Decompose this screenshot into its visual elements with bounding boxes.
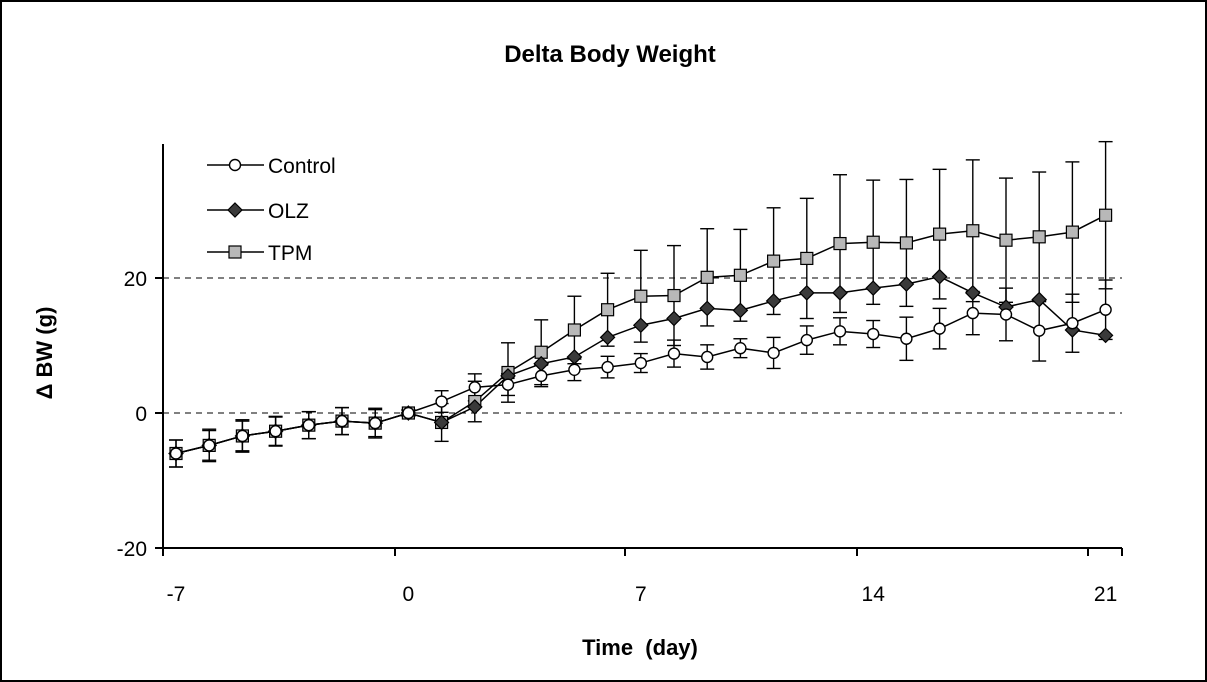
control-point: [237, 430, 248, 441]
x-tick-label: 7: [635, 583, 647, 606]
legend-marker-tpm: [229, 246, 241, 258]
tpm-point: [1033, 231, 1045, 243]
tpm-point: [900, 237, 912, 249]
control-point: [436, 396, 447, 407]
y-tick-label: -20: [117, 538, 147, 561]
control-point: [735, 343, 746, 354]
x-axis-label: Time (day): [582, 635, 698, 660]
control-point: [1034, 325, 1045, 336]
control-point: [602, 362, 613, 373]
x-tick-label: -7: [167, 583, 186, 606]
control-point: [1067, 318, 1078, 329]
y-tick-label: 0: [135, 403, 147, 426]
tpm-point: [834, 238, 846, 250]
legend-label-olz: OLZ: [268, 200, 309, 223]
control-point: [768, 347, 779, 358]
control-point: [171, 448, 182, 459]
x-tick-label: 0: [403, 583, 415, 606]
tpm-point: [602, 304, 614, 316]
tpm-point: [1000, 234, 1012, 246]
control-point: [967, 308, 978, 319]
tpm-point: [801, 252, 813, 264]
control-point: [303, 420, 314, 431]
x-tick-label: 21: [1094, 583, 1117, 606]
control-point: [1001, 309, 1012, 320]
control-point: [536, 370, 547, 381]
control-point: [569, 364, 580, 375]
control-point: [469, 382, 480, 393]
tpm-point: [867, 236, 879, 248]
control-point: [801, 335, 812, 346]
control-point: [901, 333, 912, 344]
control-point: [204, 440, 215, 451]
tpm-point: [734, 269, 746, 281]
control-point: [702, 351, 713, 362]
control-point: [934, 323, 945, 334]
tpm-point: [967, 225, 979, 237]
y-tick-label: 20: [124, 268, 147, 291]
control-point: [669, 348, 680, 359]
legend-label-tpm: TPM: [268, 242, 312, 265]
control-point: [868, 329, 879, 340]
control-point: [503, 379, 514, 390]
legend-marker-control: [230, 160, 241, 171]
control-point: [270, 426, 281, 437]
tpm-point: [568, 324, 580, 336]
legend-label-control: Control: [268, 155, 336, 178]
tpm-point: [768, 255, 780, 267]
tpm-point: [934, 228, 946, 240]
control-point: [835, 326, 846, 337]
y-axis-label: Δ BW (g): [32, 307, 57, 400]
control-point: [1100, 304, 1111, 315]
x-tick-label: 14: [862, 583, 886, 606]
chart-title: Delta Body Weight: [504, 41, 716, 68]
control-point: [337, 416, 348, 427]
tpm-point: [635, 290, 647, 302]
control-point: [370, 418, 381, 429]
tpm-point: [668, 290, 680, 302]
control-point: [635, 358, 646, 369]
tpm-point: [1066, 226, 1078, 238]
tpm-point: [701, 271, 713, 283]
tpm-point: [1100, 209, 1112, 221]
control-point: [403, 408, 414, 419]
